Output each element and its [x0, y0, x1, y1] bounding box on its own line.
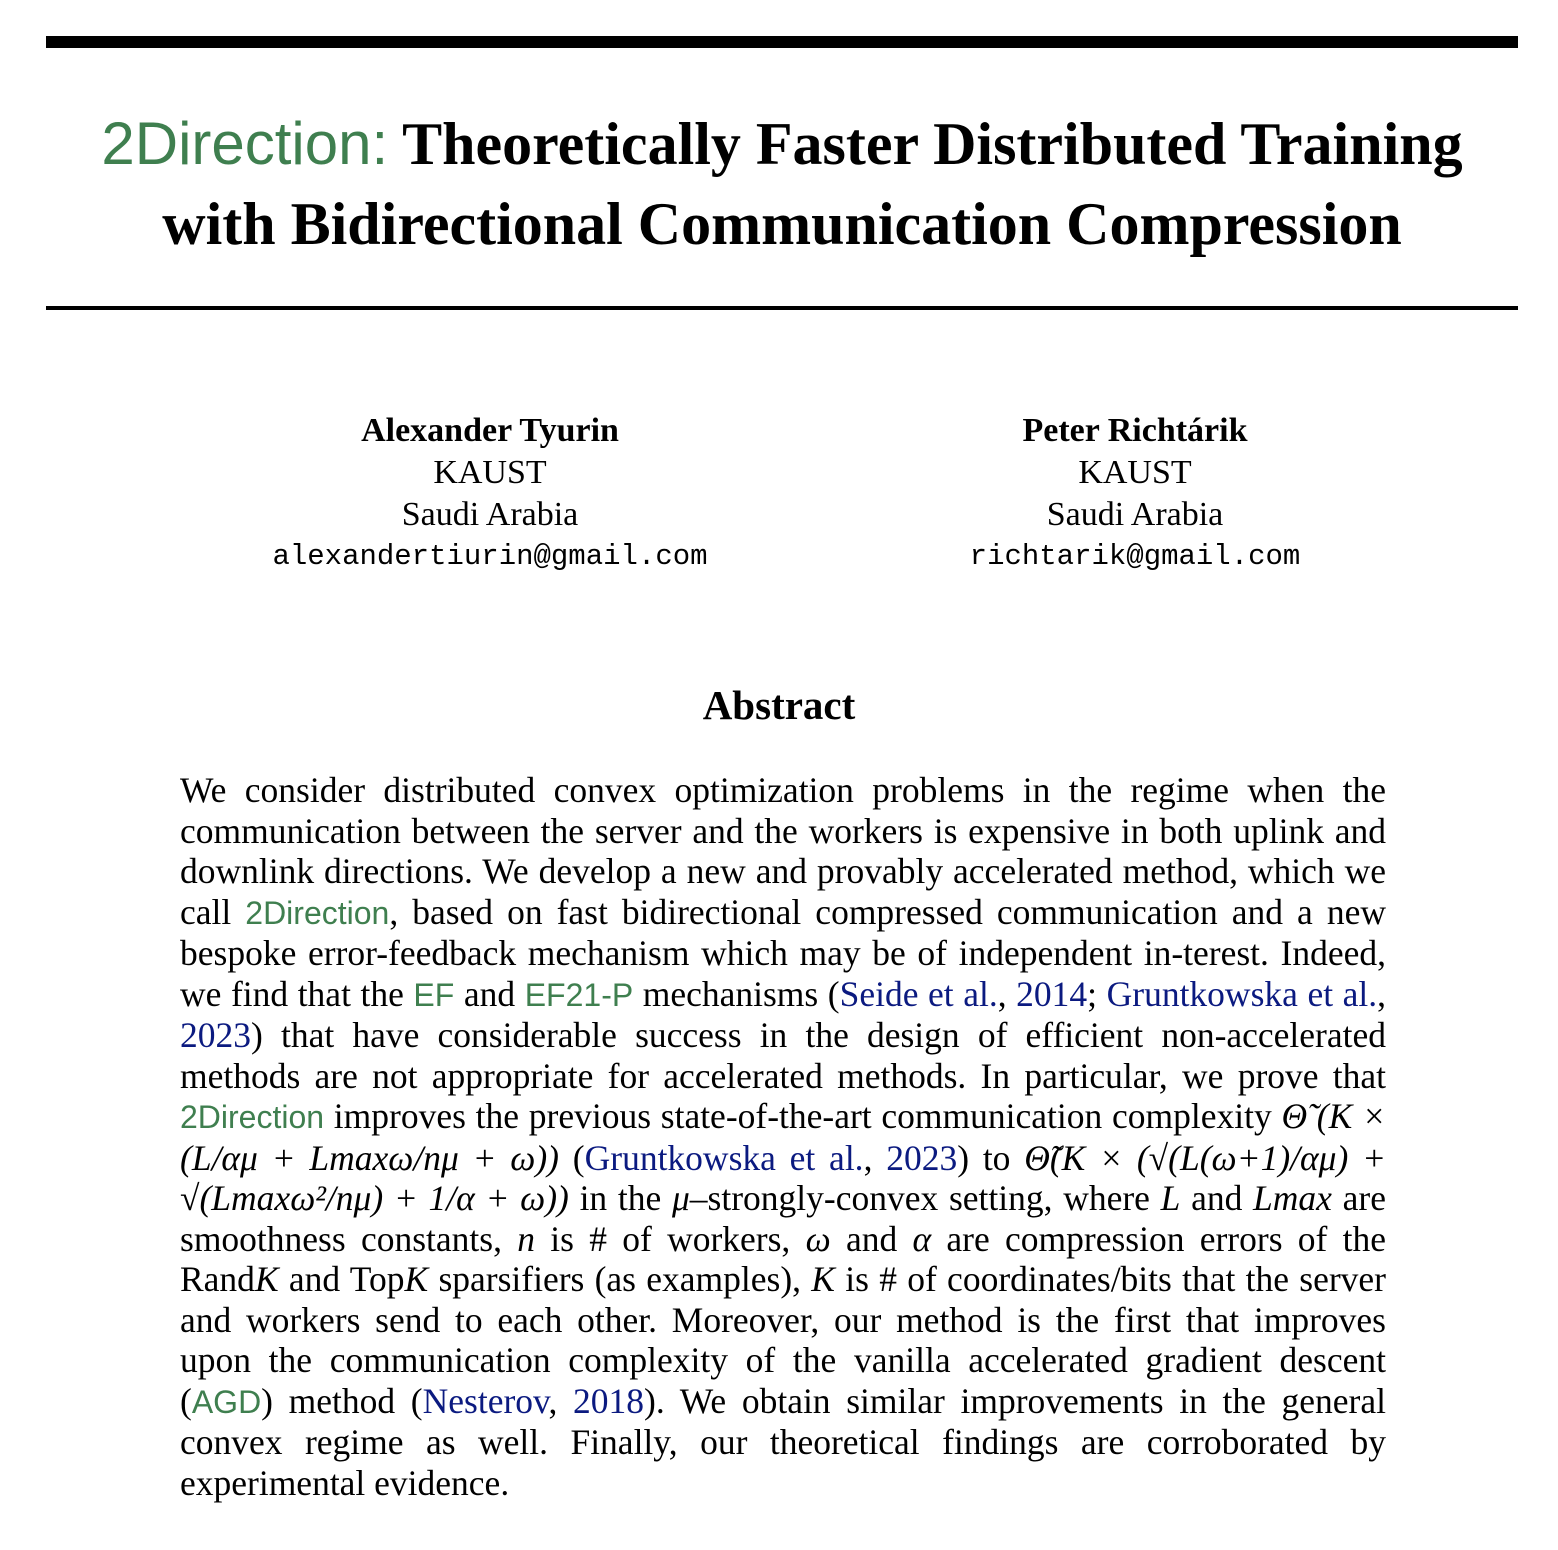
abstract-segment: and: [830, 1218, 913, 1259]
citation-link[interactable]: Gruntkowska et al.: [584, 1137, 864, 1178]
author-affiliation: KAUST: [433, 454, 547, 491]
abstract-segment: are compression errors of the Rand: [180, 1218, 1386, 1300]
math-symbol: μ: [671, 1178, 690, 1218]
author-country: Saudi Arabia: [401, 496, 579, 533]
method-link[interactable]: 2Direction: [245, 894, 390, 931]
title-method-name: 2Direction:: [101, 110, 389, 177]
abstract-text: We consider distributed convex optimizat…: [180, 770, 1386, 1503]
author-block-2: Peter Richtárik KAUST Saudi Arabia richt…: [835, 410, 1435, 578]
citation-year-link[interactable]: 2023: [180, 1015, 251, 1055]
math-symbol: L: [1160, 1178, 1181, 1218]
abstract-segment: is # of coordinates/bits that the server…: [180, 1259, 1386, 1421]
abstract-segment: We consider distributed convex optimizat…: [180, 770, 1386, 932]
paper-title: 2Direction: Theoretically Faster Distrib…: [46, 104, 1518, 264]
abstract-segment: mechanisms (: [633, 973, 840, 1014]
abstract-segment: ,: [548, 1380, 574, 1421]
citation-year-link[interactable]: 2023: [886, 1137, 958, 1178]
abstract-segment: ;: [1087, 973, 1107, 1014]
author-email[interactable]: alexandertiurin@gmail.com: [272, 540, 708, 573]
abstract-segment: ,: [863, 1137, 887, 1178]
author-name: Alexander Tyurin: [361, 412, 619, 449]
abstract-segment: ). We obtain similar improvements in the…: [180, 1380, 1387, 1503]
ef-link[interactable]: EF: [413, 976, 455, 1013]
math-symbol: K: [254, 1259, 279, 1299]
abstract-segment: ,: [997, 973, 1017, 1014]
abstract-segment: are smoothness constants,: [180, 1178, 1386, 1259]
abstract-segment: –strongly-convex set­ting, where: [689, 1178, 1161, 1218]
citation-link[interactable]: Gruntkowska et al.: [1106, 973, 1378, 1014]
author-name: Peter Richtárik: [1022, 412, 1248, 449]
top-rule: [46, 36, 1518, 48]
abstract-segment: ) that have considerable success in the …: [180, 1015, 1386, 1096]
abstract-segment: and Top: [278, 1259, 405, 1299]
abstract-segment: ) method (: [261, 1380, 423, 1421]
abstract-segment: ) to: [957, 1137, 1025, 1178]
author-email[interactable]: richtarik@gmail.com: [969, 540, 1301, 573]
author-block-1: Alexander Tyurin KAUST Saudi Arabia alex…: [190, 410, 790, 578]
abstract-segment: ,: [1377, 973, 1386, 1014]
abstract-segment: and: [1180, 1178, 1254, 1218]
title-line2: with Bidirectional Communication Compres…: [162, 191, 1402, 257]
author-country: Saudi Arabia: [1046, 496, 1224, 533]
agd-link[interactable]: AGD: [191, 1383, 262, 1420]
citation-link[interactable]: Nesterov: [422, 1380, 549, 1421]
abstract-segment: and: [454, 973, 525, 1014]
complexity-formula-new: Θ̃(K × (√(L(ω+1)/αμ) + √(Lmaxω²/nμ) + 1/…: [180, 1137, 1387, 1219]
abstract-segment: sparsifiers (as examples),: [428, 1259, 812, 1299]
method-link[interactable]: 2Direction: [180, 1099, 325, 1135]
math-symbol: K: [404, 1259, 429, 1299]
citation-year-link[interactable]: 2014: [1016, 973, 1088, 1014]
abstract-segment: (: [559, 1137, 585, 1178]
ef21p-link[interactable]: EF21-P: [524, 976, 634, 1013]
complexity-formula-previous: Θ̃ (K × (L/αμ + Lmaxω/nμ + ω)): [180, 1096, 1387, 1178]
title-line1: Theoretically Faster Distributed Trainin…: [388, 111, 1463, 177]
abstract-segment: improves the previous state-of-the-art c…: [324, 1096, 1282, 1136]
citation-year-link[interactable]: 2018: [573, 1380, 645, 1421]
abstract-segment: in the: [568, 1178, 672, 1218]
math-symbol: Lmax: [1253, 1178, 1332, 1218]
math-symbol: α: [912, 1218, 932, 1259]
math-symbol: ω: [805, 1218, 831, 1259]
abstract-heading: Abstract: [702, 682, 856, 728]
author-affiliation: KAUST: [1078, 454, 1192, 491]
citation-link[interactable]: Seide et al.: [839, 973, 998, 1014]
abstract-segment: is # of workers,: [534, 1218, 806, 1259]
bottom-rule: [46, 306, 1518, 310]
math-symbol: n: [517, 1218, 535, 1259]
math-symbol: K: [811, 1259, 835, 1299]
abstract-segment: , based on fast bidirectional compressed…: [180, 891, 1386, 1014]
